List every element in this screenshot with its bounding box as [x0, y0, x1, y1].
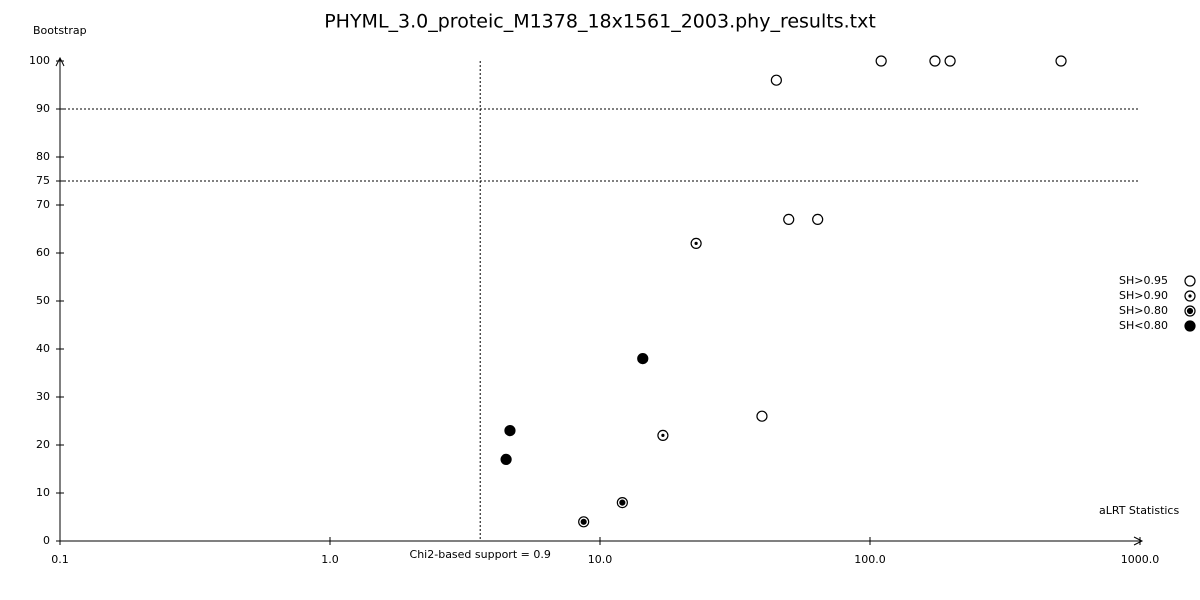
x-tick-label: 10.0	[588, 553, 613, 566]
y-tick-label: 75	[36, 174, 50, 187]
y-tick-label: 20	[36, 438, 50, 451]
point	[500, 453, 512, 465]
y-tick-label: 30	[36, 390, 50, 403]
point-part	[1186, 307, 1194, 315]
chart-title: PHYML_3.0_proteic_M1378_18x1561_2003.phy…	[324, 11, 876, 33]
y-tick-label: 50	[36, 294, 50, 307]
point	[690, 237, 702, 249]
legend-label: SH<0.80	[1119, 319, 1168, 332]
y-axis-arrow	[55, 56, 65, 67]
point-part	[637, 353, 649, 365]
point-part	[619, 499, 626, 506]
point	[756, 410, 768, 422]
legend-marker	[1184, 305, 1196, 317]
point-part	[1184, 275, 1196, 287]
point-part	[812, 213, 824, 225]
legend-marker	[1184, 290, 1196, 302]
x-tick-label: 0.1	[51, 553, 69, 566]
y-tick-label: 10	[36, 486, 50, 499]
point-part	[770, 74, 782, 86]
point	[637, 353, 649, 365]
point	[812, 213, 824, 225]
point	[504, 425, 516, 437]
point	[875, 55, 887, 67]
y-tick-label: 40	[36, 342, 50, 355]
y-tick-label: 0	[43, 534, 50, 547]
reference-label: Chi2-based support = 0.9	[410, 548, 551, 561]
point	[944, 55, 956, 67]
point-part	[580, 518, 587, 525]
y-axis-label: Bootstrap	[33, 24, 87, 37]
legend-label: SH>0.95	[1119, 274, 1168, 287]
point-part	[1055, 55, 1067, 67]
y-tick-label: 60	[36, 246, 50, 259]
point	[1055, 55, 1067, 67]
point-part	[783, 213, 795, 225]
legend-label: SH>0.90	[1119, 289, 1168, 302]
point-part	[500, 453, 512, 465]
x-axis-label: aLRT Statistics	[1099, 504, 1179, 517]
point-part	[875, 55, 887, 67]
y-tick-label: 80	[36, 150, 50, 163]
x-axis-arrow	[1133, 536, 1144, 546]
point	[578, 516, 590, 528]
point-part	[756, 410, 768, 422]
point	[783, 213, 795, 225]
point-part	[929, 55, 941, 67]
point-part	[504, 425, 516, 437]
x-tick-label: 100.0	[854, 553, 886, 566]
point	[616, 497, 628, 509]
point	[929, 55, 941, 67]
point-part	[1188, 294, 1192, 298]
point	[770, 74, 782, 86]
point-part	[661, 433, 665, 437]
point	[657, 429, 669, 441]
point-part	[694, 241, 698, 245]
y-tick-label: 100	[29, 54, 50, 67]
y-tick-label: 90	[36, 102, 50, 115]
x-tick-label: 1.0	[321, 553, 339, 566]
legend-marker	[1184, 275, 1196, 287]
y-tick-label: 70	[36, 198, 50, 211]
legend-label: SH>0.80	[1119, 304, 1168, 317]
point-part	[944, 55, 956, 67]
x-tick-label: 1000.0	[1121, 553, 1160, 566]
point-part	[1184, 320, 1196, 332]
legend-marker	[1184, 320, 1196, 332]
